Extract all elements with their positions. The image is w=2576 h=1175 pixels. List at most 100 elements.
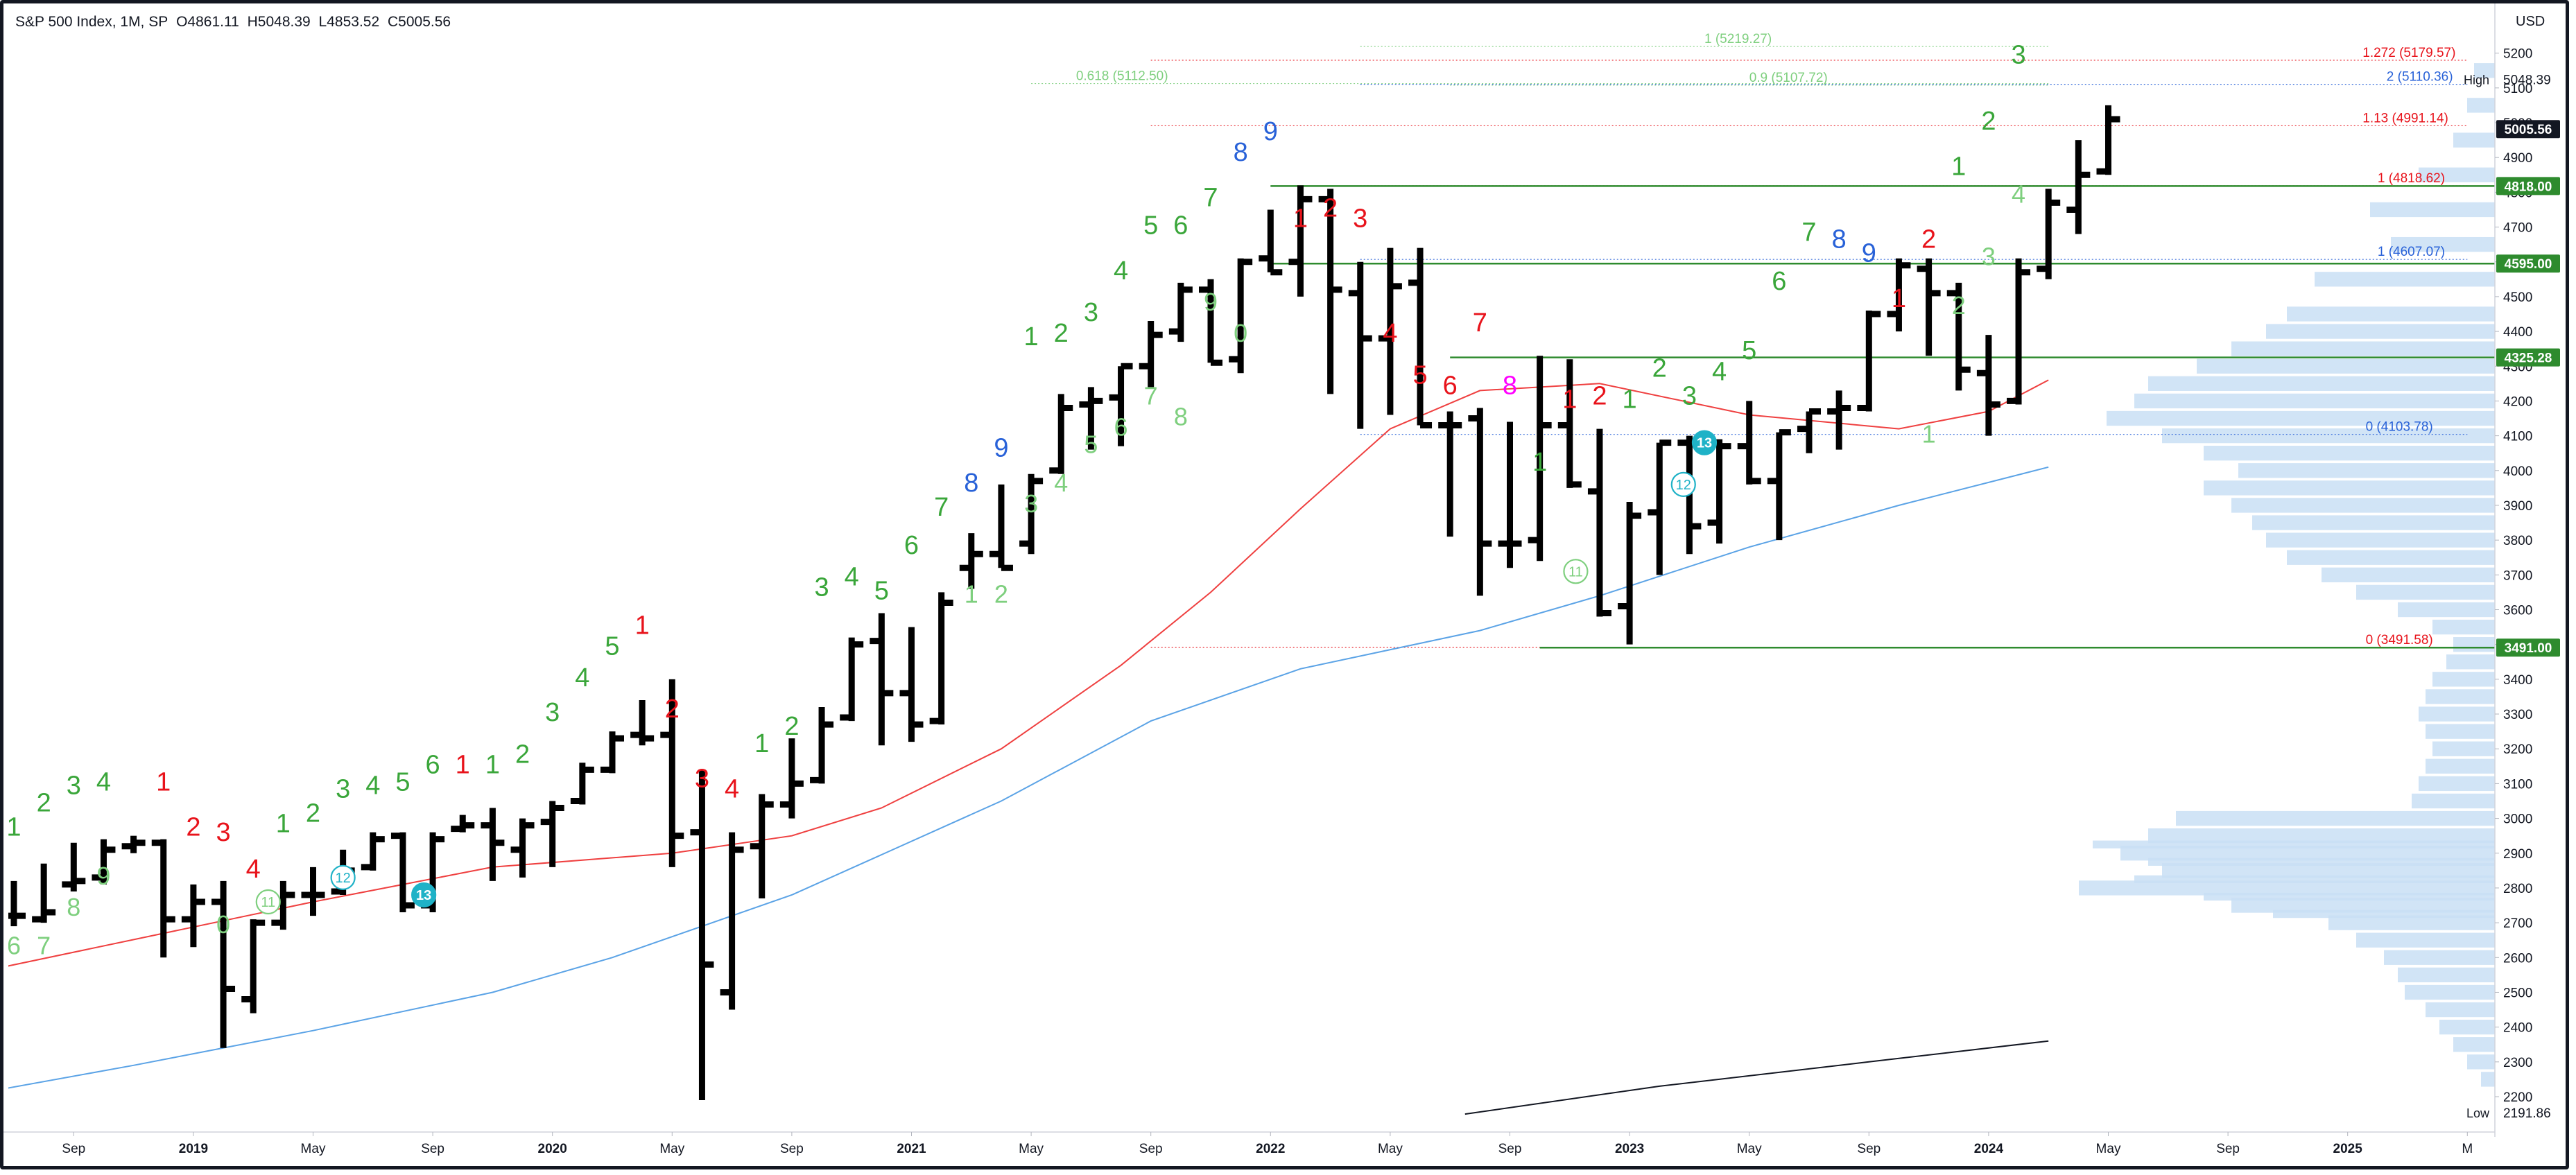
ohlc-bar xyxy=(181,884,205,948)
setup-count-label: 4 xyxy=(365,771,380,800)
setup-count-label: 2 xyxy=(186,813,200,842)
setup-count-label: 8 xyxy=(1832,225,1847,254)
time-axis: Sep 2019 May Sep 2020 May Sep 2021 May Sep 2022 May… xyxy=(0,1131,2495,1156)
ohlc-bar xyxy=(1168,282,1193,342)
volume-profile-bar xyxy=(2481,1072,2495,1087)
ohlc-bar xyxy=(720,832,744,1010)
fib-level-label: 1 (4818.62) xyxy=(2378,171,2445,186)
countdown-count-label: 0 xyxy=(216,910,230,939)
setup-count-label: 1 xyxy=(276,810,291,839)
ohlc-bar xyxy=(1288,185,1313,297)
volume-profile-bar xyxy=(2467,1054,2495,1070)
countdown-count-label: 1 xyxy=(965,580,978,608)
ohlc-bar xyxy=(211,880,236,1048)
ohlc-bar xyxy=(779,738,804,819)
low-marker-value: 2191.86 xyxy=(2503,1106,2551,1121)
volume-profile-bar xyxy=(2426,758,2495,774)
ohlc-bar xyxy=(390,832,415,913)
volume-profile-bar xyxy=(2204,446,2495,461)
volume-profile-bar xyxy=(2432,741,2495,756)
ohlc-bar xyxy=(929,592,953,725)
setup-count-label: 2 xyxy=(1921,225,1936,254)
volume-profile-bar xyxy=(2453,637,2495,652)
volume-profile-bar xyxy=(2120,846,2495,861)
ohlc-bar xyxy=(121,835,146,853)
ohlc-bar xyxy=(1528,356,1552,562)
setup-count-label: 3 xyxy=(1084,298,1098,327)
ohlc-bar xyxy=(1587,428,1611,617)
price-tick-label: 4500 xyxy=(2503,290,2532,305)
price-tick-label: 3800 xyxy=(2503,534,2532,548)
circle-marker-ring xyxy=(1691,430,1718,455)
ohlc-bar xyxy=(1468,408,1492,596)
setup-count-label: 3 xyxy=(336,774,350,803)
currency-label[interactable]: USD xyxy=(2516,14,2545,29)
circle-marker: 11 xyxy=(1563,559,1589,584)
time-tick-label: May xyxy=(301,1142,326,1156)
setup-count-label: 1 xyxy=(1951,152,1966,181)
ohlc-bar xyxy=(1229,258,1253,374)
setup-count-label: 2 xyxy=(306,799,320,828)
price-tick-label: 4000 xyxy=(2503,464,2532,479)
circle-marker: 12 xyxy=(330,864,356,890)
volume-profile-bar xyxy=(2419,706,2495,722)
ohlc-bar xyxy=(540,801,564,867)
setup-count-label: 2 xyxy=(1323,193,1338,223)
setup-count-label: 2 xyxy=(1592,381,1607,410)
ohlc-bar xyxy=(481,808,505,881)
price-tick-label: 3100 xyxy=(2503,777,2532,792)
setup-count-label: 1 xyxy=(1024,322,1039,351)
setup-count-label: 8 xyxy=(964,469,978,498)
setup-count-label: 1 xyxy=(1293,204,1308,234)
volume-profile-bar xyxy=(2315,272,2495,287)
ohlc-bar xyxy=(1079,387,1103,450)
setup-count-label: 1 xyxy=(1892,284,1906,313)
volume-profile-bar xyxy=(2419,167,2495,182)
time-tick-label: May xyxy=(659,1142,684,1156)
volume-profile-bar xyxy=(2107,410,2495,426)
close-value: C5005.56 xyxy=(387,14,451,30)
time-tick-label: 2024 xyxy=(1974,1142,2004,1156)
high-marker-label: High xyxy=(2464,73,2489,87)
ohlc-bar xyxy=(600,731,624,774)
moving-average-line xyxy=(8,379,2049,967)
countdown-count-label: 6 xyxy=(7,931,21,959)
ohlc-bar xyxy=(1917,258,1941,356)
volume-profile-bar xyxy=(2405,984,2495,1000)
volume-profile-bar xyxy=(2370,202,2495,218)
volume-profile-bar xyxy=(2273,909,2495,919)
ohlc-bar xyxy=(630,699,655,746)
setup-count-label: 1 xyxy=(6,813,21,842)
countdown-count-label: 2 xyxy=(994,580,1008,608)
circle-marker-ring xyxy=(330,864,356,890)
level-badge: 3491.00 xyxy=(2496,638,2560,657)
setup-count-label: 8 xyxy=(1503,371,1517,400)
setup-count-label: 4 xyxy=(1712,357,1727,386)
symbol-label[interactable]: S&P 500 Index, 1M, SP xyxy=(15,14,168,30)
price-tick-label: 3000 xyxy=(2503,812,2532,827)
volume-profile-bar xyxy=(2474,63,2495,78)
price-tick-label: 2400 xyxy=(2503,1021,2532,1036)
volume-profile-bar xyxy=(2266,532,2495,548)
countdown-count-label: 8 xyxy=(67,893,80,921)
price-tick-label: 3900 xyxy=(2503,499,2532,514)
circle-marker-ring xyxy=(1670,471,1696,497)
setup-count-label: 5 xyxy=(874,576,889,605)
time-tick-label: M xyxy=(2462,1142,2473,1156)
volume-profile-bar xyxy=(2439,1019,2495,1035)
countdown-count-label: 7 xyxy=(37,931,51,959)
setup-count-label: 5 xyxy=(1412,360,1427,390)
volume-profile-bar xyxy=(2398,602,2495,618)
time-tick-label: Sep xyxy=(2216,1142,2240,1156)
price-tick-label: 2900 xyxy=(2503,847,2532,862)
level-badge-label: 4818.00 xyxy=(2505,180,2552,194)
setup-count-label: 7 xyxy=(934,493,949,522)
moving-averages xyxy=(8,379,2049,1115)
ohlc-bar xyxy=(570,763,594,805)
fib-level-label: 1.272 (5179.57) xyxy=(2362,46,2455,60)
setup-count-label: 1 xyxy=(456,750,470,779)
countdown-count-label: 3 xyxy=(1024,489,1038,518)
ohlc-bar xyxy=(2037,189,2061,279)
setup-count-label: 3 xyxy=(1353,204,1367,234)
